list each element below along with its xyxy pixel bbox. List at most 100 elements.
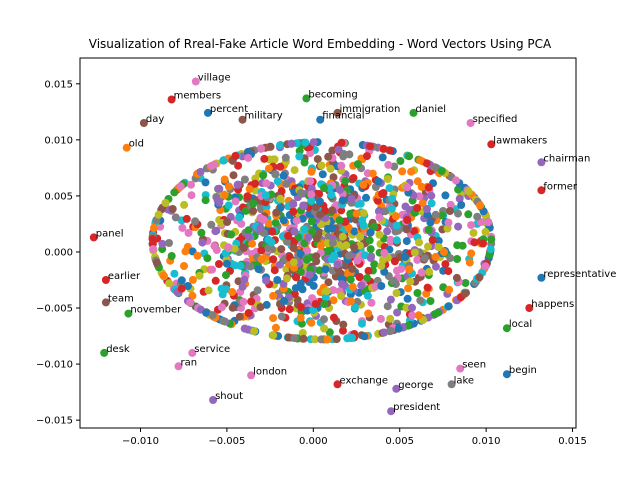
cluster-marker [416, 296, 425, 305]
cluster-marker [253, 286, 262, 295]
word-point [167, 95, 176, 104]
cluster-marker [321, 265, 330, 274]
cluster-marker [413, 289, 422, 297]
word-point [333, 108, 342, 117]
cluster-marker [219, 317, 228, 325]
cluster-marker [322, 287, 331, 296]
cluster-marker [296, 313, 305, 322]
cluster-marker [231, 152, 240, 160]
cluster-marker [269, 331, 278, 340]
cluster-marker [425, 267, 434, 276]
cluster-marker [299, 202, 308, 211]
cluster-marker [277, 312, 286, 321]
cluster-marker [402, 237, 411, 246]
cluster-marker [197, 228, 206, 237]
cluster-marker [392, 289, 401, 298]
cluster-marker [312, 252, 321, 261]
cluster-marker [262, 179, 271, 188]
cluster-marker [285, 305, 294, 314]
cluster-marker [307, 184, 316, 193]
cluster-marker [262, 276, 271, 285]
cluster-marker [338, 196, 347, 205]
cluster-marker [383, 227, 392, 236]
cluster-marker [240, 175, 249, 184]
cluster-marker [150, 223, 158, 232]
cluster-marker [335, 185, 344, 194]
cluster-marker [201, 196, 210, 205]
cluster-marker [405, 265, 414, 274]
cluster-marker [201, 178, 210, 187]
word-point [209, 396, 218, 404]
cluster-marker [239, 243, 248, 252]
cluster-marker [262, 300, 271, 309]
word-label: happens [531, 299, 574, 310]
cluster-marker [338, 232, 347, 241]
cluster-marker [386, 146, 395, 155]
cluster-marker [398, 167, 407, 176]
cluster-marker [391, 212, 400, 221]
cluster-marker [208, 265, 217, 274]
word-point [174, 362, 183, 371]
cluster-marker [457, 201, 466, 209]
cluster-marker [417, 182, 426, 191]
cluster-marker [329, 296, 338, 305]
cluster-marker [341, 176, 350, 185]
cluster-marker [254, 265, 263, 274]
cluster-marker [297, 319, 306, 328]
word-point [89, 233, 98, 242]
cluster-marker [245, 185, 254, 193]
cluster-marker [352, 209, 361, 218]
cluster-marker [218, 290, 227, 299]
cluster-marker [235, 213, 244, 222]
cluster-marker [408, 311, 417, 320]
cluster-marker [366, 245, 375, 254]
cluster-marker [434, 236, 443, 245]
cluster-marker [247, 297, 256, 306]
word-label: specified [473, 114, 518, 125]
cluster-marker [363, 152, 371, 161]
cluster-marker [426, 218, 435, 227]
cluster-marker [370, 222, 379, 231]
cluster-marker [375, 230, 384, 239]
cluster-marker [353, 256, 362, 265]
cluster-marker [301, 138, 310, 147]
word-label: begin [509, 365, 537, 376]
cluster-marker [328, 146, 337, 155]
y-tick-label: −0.010 [36, 360, 73, 371]
cluster-marker [273, 177, 282, 186]
cluster-marker [267, 238, 276, 247]
cluster-marker [470, 238, 479, 247]
cluster-marker [392, 221, 401, 230]
cluster-marker [256, 303, 265, 312]
points-layer [89, 77, 546, 416]
cluster-marker [455, 194, 464, 203]
word-label: exchange [340, 375, 389, 386]
cluster-marker [443, 224, 452, 233]
cluster-marker [307, 196, 316, 205]
cluster-marker [320, 324, 329, 333]
cluster-marker [228, 303, 237, 312]
cluster-marker [311, 300, 320, 308]
cluster-marker [348, 282, 357, 291]
cluster-marker [328, 238, 337, 247]
cluster-marker [366, 142, 375, 151]
y-tick-label: 0.005 [44, 191, 73, 202]
word-label: shout [215, 391, 243, 402]
cluster-marker [386, 235, 395, 244]
cluster-marker [467, 249, 476, 258]
cluster-marker [187, 180, 195, 189]
word-point [525, 304, 534, 312]
cluster-marker [327, 190, 336, 199]
cluster-marker [358, 216, 367, 225]
cluster-marker [380, 328, 389, 337]
cluster-marker [318, 170, 327, 179]
cluster-marker [350, 227, 359, 236]
cluster-marker [351, 215, 360, 224]
cluster-marker [481, 262, 490, 271]
word-label: immigration [340, 104, 401, 115]
cluster-marker [234, 161, 243, 170]
cluster-marker [311, 203, 320, 212]
word-point [537, 273, 546, 282]
cluster-marker [290, 166, 299, 175]
